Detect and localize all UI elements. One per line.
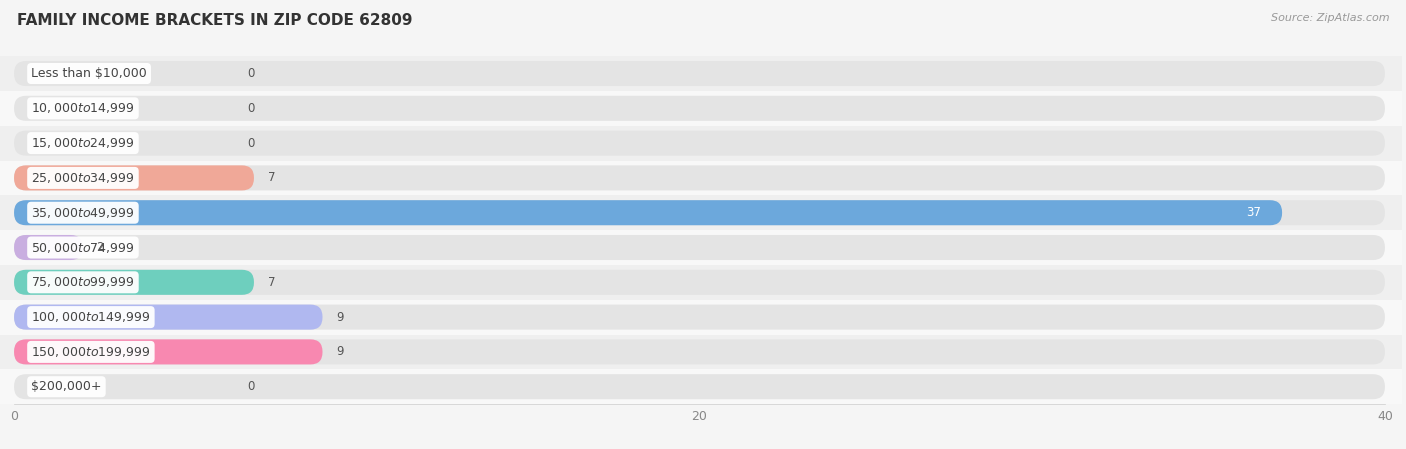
FancyBboxPatch shape xyxy=(14,235,83,260)
Text: 0: 0 xyxy=(247,102,254,115)
FancyBboxPatch shape xyxy=(14,61,1385,86)
Text: $50,000 to $74,999: $50,000 to $74,999 xyxy=(31,241,135,255)
FancyBboxPatch shape xyxy=(0,369,1402,404)
Text: 7: 7 xyxy=(267,276,276,289)
FancyBboxPatch shape xyxy=(14,165,1385,190)
Text: Less than $10,000: Less than $10,000 xyxy=(31,67,148,80)
FancyBboxPatch shape xyxy=(14,270,254,295)
FancyBboxPatch shape xyxy=(0,230,1402,265)
FancyBboxPatch shape xyxy=(14,339,322,365)
FancyBboxPatch shape xyxy=(0,195,1402,230)
Text: 0: 0 xyxy=(247,380,254,393)
FancyBboxPatch shape xyxy=(14,96,1385,121)
FancyBboxPatch shape xyxy=(0,56,1402,91)
Text: FAMILY INCOME BRACKETS IN ZIP CODE 62809: FAMILY INCOME BRACKETS IN ZIP CODE 62809 xyxy=(17,13,412,28)
FancyBboxPatch shape xyxy=(0,300,1402,335)
Text: $200,000+: $200,000+ xyxy=(31,380,101,393)
Text: $25,000 to $34,999: $25,000 to $34,999 xyxy=(31,171,135,185)
Text: 7: 7 xyxy=(267,172,276,185)
FancyBboxPatch shape xyxy=(0,91,1402,126)
FancyBboxPatch shape xyxy=(14,165,254,190)
Text: 37: 37 xyxy=(1247,206,1261,219)
FancyBboxPatch shape xyxy=(0,126,1402,161)
Text: 9: 9 xyxy=(336,311,343,324)
FancyBboxPatch shape xyxy=(14,304,322,330)
Text: 0: 0 xyxy=(247,136,254,150)
Text: $150,000 to $199,999: $150,000 to $199,999 xyxy=(31,345,150,359)
Text: Source: ZipAtlas.com: Source: ZipAtlas.com xyxy=(1271,13,1389,23)
FancyBboxPatch shape xyxy=(14,200,1282,225)
Text: $100,000 to $149,999: $100,000 to $149,999 xyxy=(31,310,150,324)
Text: 9: 9 xyxy=(336,345,343,358)
Text: $15,000 to $24,999: $15,000 to $24,999 xyxy=(31,136,135,150)
FancyBboxPatch shape xyxy=(0,161,1402,195)
FancyBboxPatch shape xyxy=(14,131,1385,156)
FancyBboxPatch shape xyxy=(14,374,1385,399)
Text: $35,000 to $49,999: $35,000 to $49,999 xyxy=(31,206,135,220)
Text: $75,000 to $99,999: $75,000 to $99,999 xyxy=(31,275,135,289)
Text: $10,000 to $14,999: $10,000 to $14,999 xyxy=(31,101,135,115)
FancyBboxPatch shape xyxy=(0,265,1402,300)
FancyBboxPatch shape xyxy=(14,339,1385,365)
FancyBboxPatch shape xyxy=(14,270,1385,295)
FancyBboxPatch shape xyxy=(0,335,1402,369)
FancyBboxPatch shape xyxy=(14,304,1385,330)
Text: 2: 2 xyxy=(96,241,104,254)
FancyBboxPatch shape xyxy=(14,200,1385,225)
Text: 0: 0 xyxy=(247,67,254,80)
FancyBboxPatch shape xyxy=(14,235,1385,260)
